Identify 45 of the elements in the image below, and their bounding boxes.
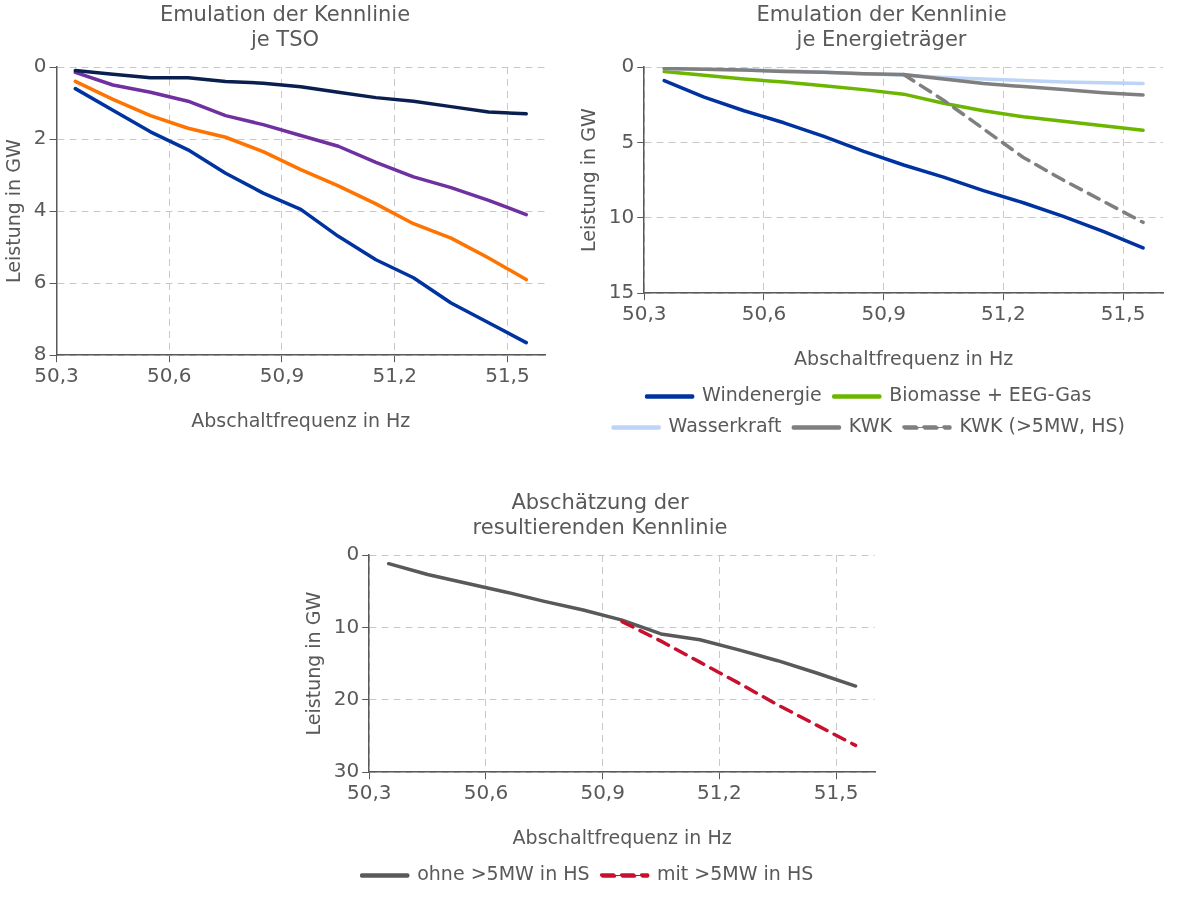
chart-title: Emulation der Kennlinie je TSO	[158, 2, 412, 52]
x-tick-label: 50,9	[580, 780, 625, 805]
x-tick-label: 50,3	[346, 780, 392, 805]
chart-title: Emulation der Kennlinie je Energieträger	[755, 2, 1008, 52]
x-axis-title: Abschaltfrequenz in Hz	[794, 346, 1014, 369]
y-tick-label: 0	[346, 541, 360, 566]
y-tick-label: 15	[608, 279, 635, 304]
line-series	[620, 619, 858, 748]
x-tick-label: 50,9	[861, 301, 906, 326]
x-tick-label: 50,3	[34, 363, 79, 388]
x-tick-label: 50,9	[259, 363, 305, 388]
legend-label: Windenergie	[702, 383, 822, 406]
legend-label: Biomasse + EEG-Gas	[889, 383, 1092, 406]
y-tick-label: 6	[33, 269, 47, 294]
legend-label: Wasserkraft	[668, 414, 782, 437]
legend-label: mit >5MW in HS	[657, 862, 814, 885]
chart-title: Abschätzung der resultierenden Kennlinie	[471, 490, 729, 540]
x-tick-label: 50,6	[741, 301, 787, 326]
y-axis-title: Leistung in GW	[302, 591, 325, 736]
x-tick-label: 51,2	[697, 780, 742, 805]
y-axis-title: Leistung in GW	[2, 139, 25, 283]
y-tick-label: 10	[608, 204, 635, 228]
y-tick-label: 4	[33, 197, 47, 222]
x-tick-label: 51,5	[1100, 301, 1146, 326]
y-tick-label: 0	[621, 53, 635, 78]
y-axis-title: Leistung in GW	[577, 108, 600, 252]
y-tick-label: 8	[33, 341, 47, 366]
y-tick-label: 20	[333, 686, 360, 710]
x-tick-label: 51,2	[981, 301, 1026, 326]
x-tick-label: 50,6	[463, 780, 509, 805]
x-axis-title: Abschaltfrequenz in Hz	[512, 825, 732, 848]
legend-label: KWK (>5MW, HS)	[959, 414, 1125, 437]
x-tick-label: 51,5	[813, 780, 859, 805]
x-tick-label: 51,5	[485, 363, 530, 388]
y-tick-label: 2	[33, 125, 47, 150]
x-tick-label: 50,3	[621, 301, 667, 326]
legend-label: ohne >5MW in HS	[417, 862, 590, 885]
y-tick-label: 0	[33, 53, 47, 78]
y-tick-label: 10	[333, 613, 360, 638]
x-tick-label: 50,6	[146, 363, 192, 388]
x-axis-title: Abschaltfrequenz in Hz	[191, 408, 411, 431]
y-tick-label: 5	[621, 128, 635, 153]
x-tick-label: 51,2	[372, 363, 417, 388]
y-tick-label: 30	[333, 758, 360, 783]
legend-label: KWK	[848, 414, 893, 437]
